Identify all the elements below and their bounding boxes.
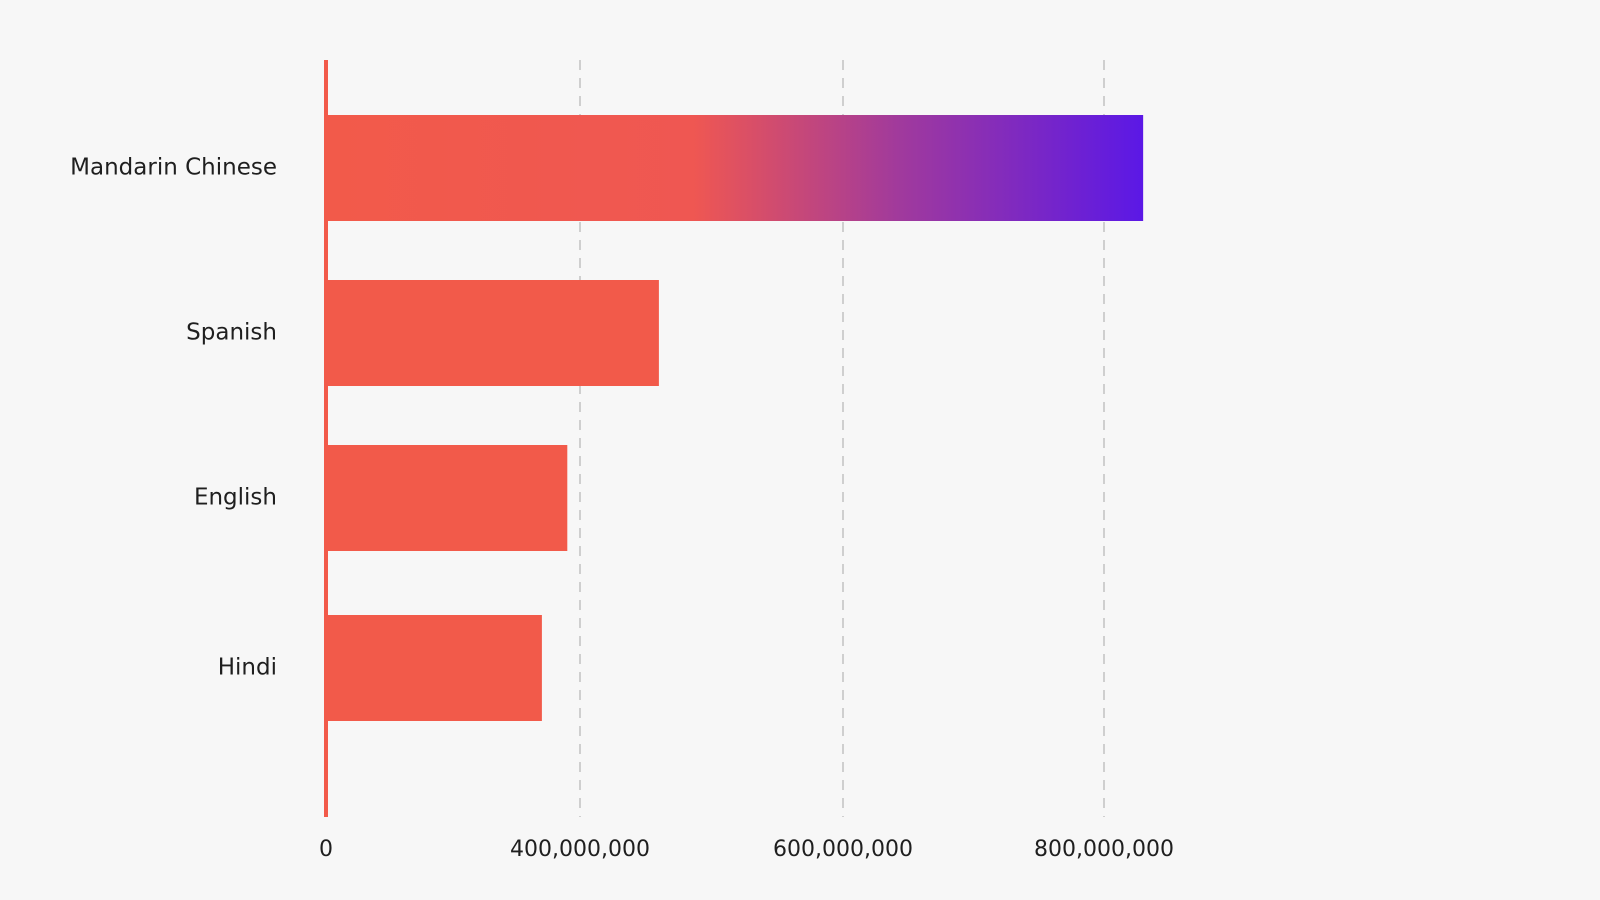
category-label-hindi: Hindi	[218, 655, 277, 681]
bar-english	[326, 445, 568, 551]
bar-mandarin-chinese	[326, 115, 1144, 221]
bars	[326, 115, 1144, 721]
x-tick-label-1: 400,000,000	[510, 837, 650, 862]
bar-spanish	[326, 280, 659, 386]
x-tick-label-2: 600,000,000	[773, 837, 913, 862]
x-tick-label-3: 800,000,000	[1034, 837, 1174, 862]
category-labels: Mandarin Chinese Spanish English Hindi	[70, 155, 277, 681]
category-label-english: English	[194, 485, 277, 511]
category-label-mandarin-chinese: Mandarin Chinese	[70, 155, 277, 181]
x-tick-label-0: 0	[319, 837, 333, 862]
category-label-spanish: Spanish	[186, 320, 277, 346]
bar-hindi	[326, 615, 542, 721]
x-tick-labels: 0 400,000,000 600,000,000 800,000,000	[319, 837, 1174, 862]
